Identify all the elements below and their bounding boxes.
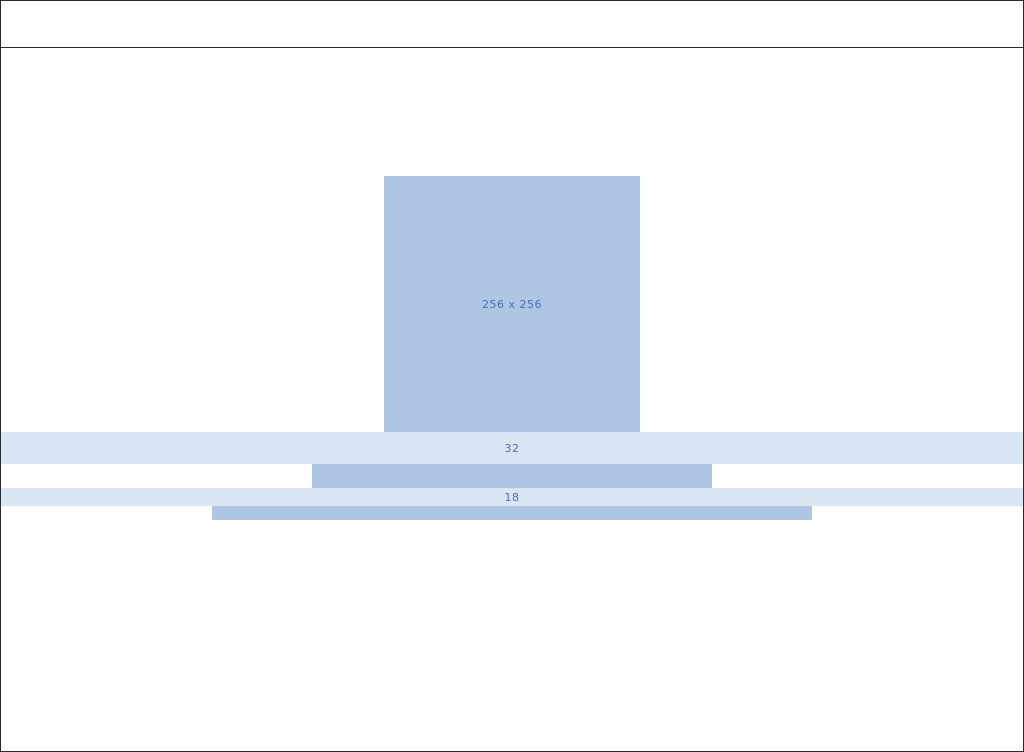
image-size-label: 256 x 256: [482, 297, 542, 311]
spacing-guide-18: 18: [1, 488, 1023, 506]
spacing-guide-label: 32: [504, 441, 520, 455]
spacing-guide-label: 18: [504, 490, 520, 504]
subtitle-placeholder-bar: [212, 506, 812, 520]
header-bar: [1, 1, 1023, 48]
title-placeholder-bar: [312, 464, 712, 488]
spacing-guide-32: 32: [1, 432, 1023, 464]
image-placeholder: 256 x 256: [384, 176, 640, 432]
